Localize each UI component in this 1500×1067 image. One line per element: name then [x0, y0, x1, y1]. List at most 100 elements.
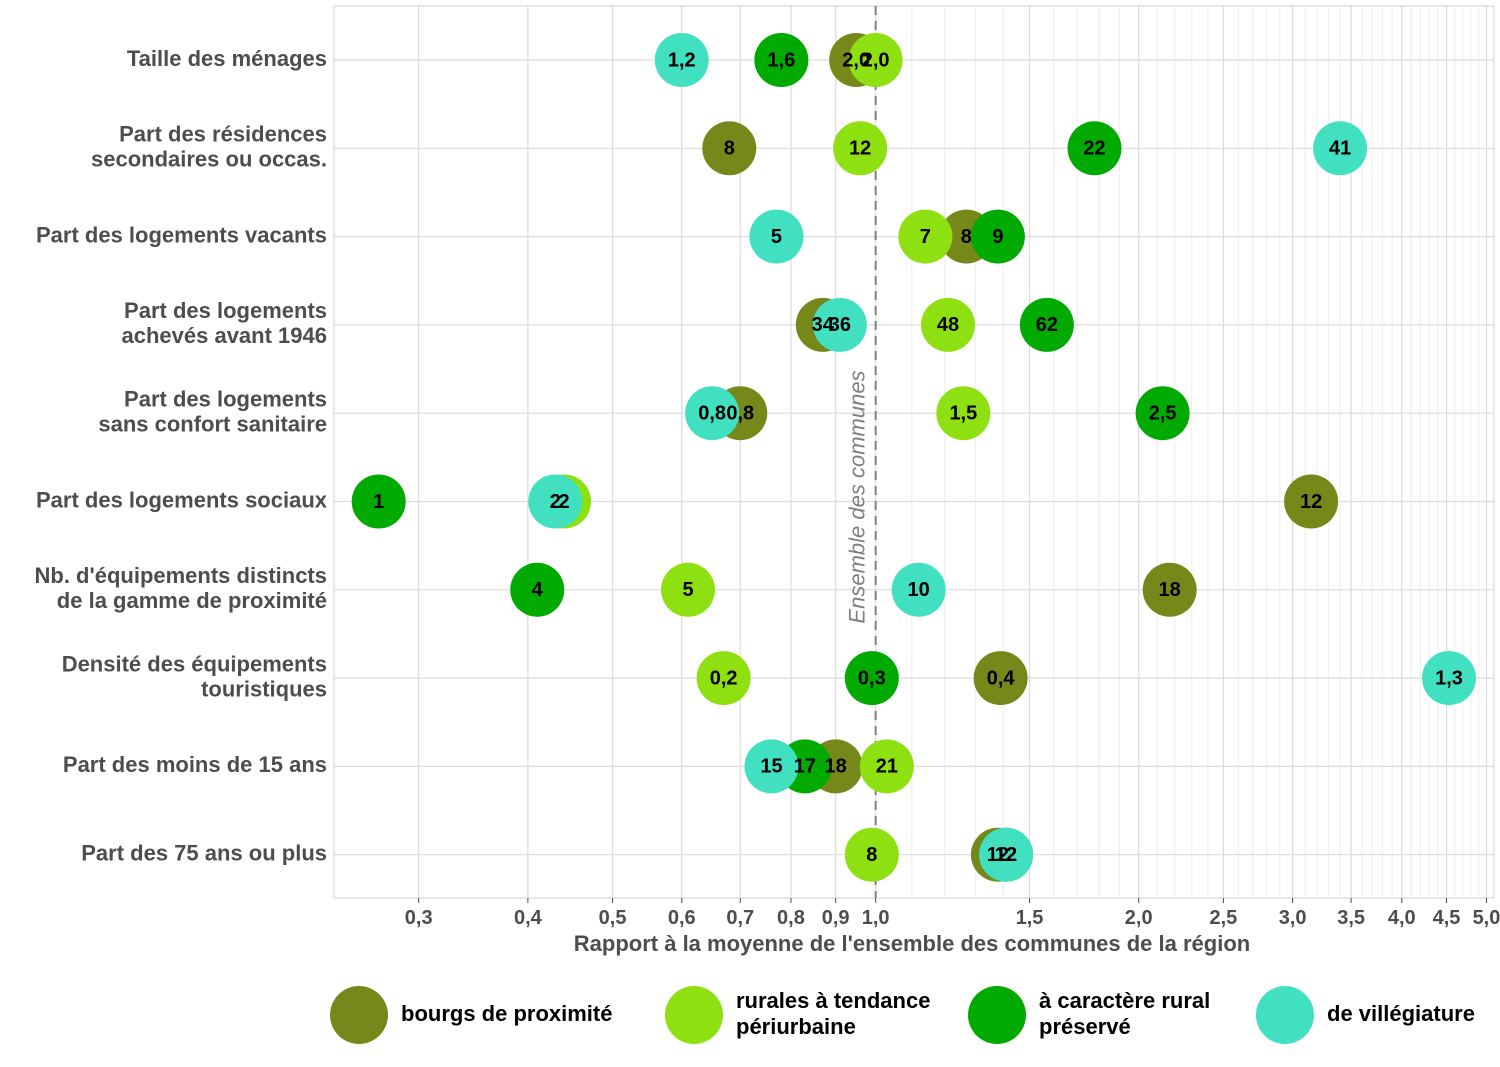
point-label-series-2-row-4: 48 — [937, 314, 959, 336]
point-label-series-3-row-6: 1 — [373, 491, 384, 513]
point-series-4-row-3 — [749, 209, 804, 264]
x-tick-label: 4,5 — [1433, 907, 1461, 929]
point-series-2-row-1 — [848, 33, 903, 87]
point-series-4-row-8 — [1422, 651, 1477, 706]
point-series-2-row-10 — [844, 827, 899, 882]
reference-line-label: Ensemble des communes — [844, 370, 869, 623]
y-label-row-8: Densité des équipements touristiques — [62, 651, 327, 701]
y-label-row-7: Nb. d'équipements distincts de la gamme d… — [35, 563, 328, 613]
x-tick-label: 0,9 — [822, 907, 850, 929]
point-label-series-3-row-1: 1,6 — [767, 49, 795, 71]
point-label-series-2-row-9: 21 — [876, 756, 898, 778]
legend-swatch-4 — [1256, 986, 1314, 1044]
x-tick-label: 0,5 — [599, 907, 627, 929]
x-tick-label: 4,0 — [1388, 907, 1416, 929]
point-label-series-4-row-10: 12 — [995, 844, 1017, 866]
point-label-series-3-row-7: 4 — [532, 579, 544, 601]
x-tick-label: 1,5 — [1016, 907, 1044, 929]
x-tick-label: 3,0 — [1279, 907, 1307, 929]
legend-swatch-3 — [968, 986, 1026, 1044]
point-label-series-4-row-3: 5 — [771, 226, 782, 248]
x-axis-label: Rapport à la moyenne de l'ensemble des c… — [574, 931, 1250, 956]
point-series-3-row-6 — [351, 474, 406, 529]
data-points: 2,088340,812180,418122,0127481,5250,2218… — [351, 33, 1477, 882]
point-label-series-1-row-7: 18 — [1159, 579, 1181, 601]
y-label-row-9: Part des moins de 15 ans — [63, 752, 327, 777]
y-label-row-2: Part des résidences secondaires ou occas. — [91, 122, 327, 172]
y-label-row-10: Part des 75 ans ou plus — [81, 841, 327, 866]
point-series-1-row-2 — [702, 121, 757, 176]
point-label-series-3-row-3: 9 — [992, 226, 1003, 248]
point-series-3-row-7 — [510, 562, 565, 617]
point-label-series-4-row-6: 2 — [550, 491, 561, 513]
x-tick-label: 0,6 — [668, 907, 696, 929]
point-series-2-row-5 — [936, 386, 991, 441]
point-series-1-row-7 — [1142, 562, 1197, 617]
point-series-2-row-3 — [898, 209, 953, 264]
point-label-series-1-row-8: 0,4 — [987, 667, 1016, 689]
x-tick-label: 2,0 — [1125, 907, 1153, 929]
point-label-series-3-row-10: 12 — [995, 844, 1017, 866]
y-label-row-5: Part des logements sans confort sanitaire — [98, 387, 327, 437]
point-series-2-row-4 — [920, 297, 975, 352]
y-label-row-3: Part des logements vacants — [36, 222, 327, 247]
plot-panel — [333, 5, 1495, 899]
x-tick-label: 2,5 — [1210, 907, 1238, 929]
x-tick-label: 0,7 — [726, 907, 754, 929]
point-label-series-2-row-5: 1,5 — [949, 402, 977, 424]
x-tick-label: 0,8 — [777, 907, 805, 929]
grid — [334, 6, 1494, 898]
legend-swatch-2 — [665, 986, 723, 1044]
point-series-4-row-7 — [891, 562, 946, 617]
point-series-3-row-2 — [1067, 121, 1122, 176]
y-label-row-1: Taille des ménages — [127, 46, 327, 71]
point-series-3-row-1 — [754, 33, 809, 87]
point-label-series-3-row-9: 17 — [794, 756, 816, 778]
point-label-series-1-row-9: 18 — [825, 756, 847, 778]
x-axis-ticks: 0,3 0,4 0,5 0,6 0,7 0,8 0,9 1,0 1,5 2,0 2,5 3,0 3,5 4… — [405, 898, 1500, 929]
point-label-series-1-row-6: 12 — [1300, 491, 1322, 513]
point-series-3-row-3 — [970, 209, 1025, 264]
point-series-3-row-4 — [1019, 297, 1074, 352]
point-label-series-1-row-2: 8 — [724, 138, 735, 160]
legend-swatch-1 — [330, 986, 388, 1044]
point-series-2-row-2 — [833, 121, 888, 176]
point-label-series-4-row-7: 10 — [908, 579, 930, 601]
y-label-row-4: Part des logements achevés avant 1946 — [122, 298, 328, 348]
legend: bourgs de proximité rurales à tendance pér… — [330, 986, 1475, 1044]
point-series-2-row-9 — [859, 739, 914, 794]
point-series-4-row-10 — [979, 827, 1034, 882]
point-series-2-row-7 — [661, 562, 716, 617]
point-label-series-2-row-3: 7 — [920, 226, 931, 248]
point-label-series-2-row-6: 2 — [558, 491, 569, 513]
point-label-series-1-row-4: 34 — [812, 314, 835, 336]
point-label-series-1-row-5: 0,8 — [726, 402, 754, 424]
point-label-series-2-row-8: 0,2 — [710, 667, 738, 689]
point-label-series-2-row-7: 5 — [682, 579, 693, 601]
point-series-3-row-8 — [844, 651, 899, 706]
point-label-series-4-row-4: 36 — [829, 314, 851, 336]
point-label-series-3-row-8: 0,3 — [858, 667, 886, 689]
legend-label-1: bourgs de proximité — [401, 1001, 612, 1026]
point-series-3-row-5 — [1135, 386, 1190, 441]
legend-label-4: de villégiature — [1327, 1001, 1475, 1026]
point-label-series-1-row-10: 12 — [987, 844, 1009, 866]
point-label-series-1-row-3: 8 — [961, 226, 972, 248]
point-series-4-row-5 — [685, 386, 740, 441]
y-axis-labels: Taille des ménages Part des résidences sec… — [35, 46, 328, 866]
point-label-series-4-row-9: 15 — [760, 756, 782, 778]
point-series-4-row-9 — [744, 739, 799, 794]
point-label-series-2-row-10: 8 — [866, 844, 877, 866]
point-label-series-2-row-1: 2,0 — [862, 49, 890, 71]
point-series-4-row-1 — [654, 33, 709, 87]
point-label-series-4-row-2: 41 — [1329, 138, 1351, 160]
x-tick-label: 0,3 — [405, 907, 433, 929]
point-series-4-row-2 — [1313, 121, 1368, 176]
point-label-series-4-row-8: 1,3 — [1435, 667, 1463, 689]
point-label-series-2-row-2: 12 — [849, 138, 871, 160]
point-label-series-4-row-5: 0,8 — [698, 402, 726, 424]
legend-label-2: rurales à tendance périurbaine — [736, 988, 930, 1039]
x-tick-label: 3,5 — [1337, 907, 1365, 929]
y-label-row-6: Part des logements sociaux — [36, 487, 328, 512]
